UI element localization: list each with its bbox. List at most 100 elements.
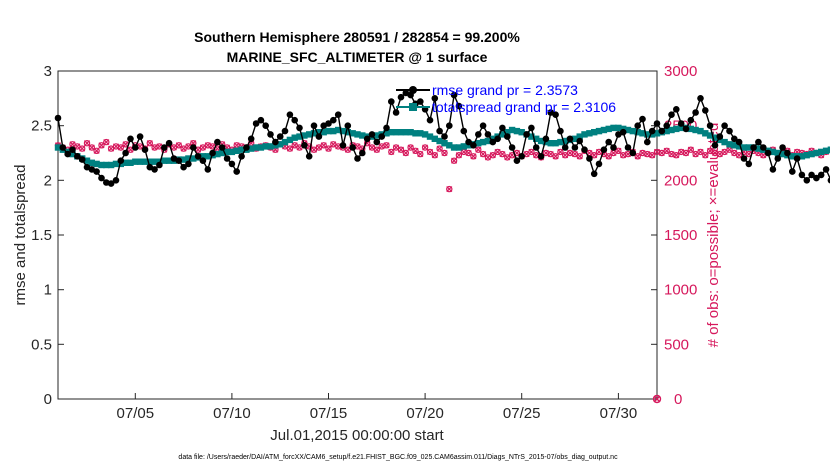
y-left-tick-label: 1.5 xyxy=(31,227,52,244)
obs-point xyxy=(591,151,598,159)
rmse-point xyxy=(668,111,675,118)
rmse-point xyxy=(233,168,240,175)
totalspread-point xyxy=(629,127,636,135)
legend-spread-marker xyxy=(409,103,417,111)
rmse-point xyxy=(132,144,139,151)
rmse-point xyxy=(586,155,593,162)
totalspread-point xyxy=(798,153,806,160)
totalspread-point xyxy=(190,155,197,162)
rmse-point xyxy=(726,127,733,135)
totalspread-point xyxy=(644,131,651,138)
rmse-point xyxy=(301,142,308,149)
totalspread-point xyxy=(310,130,318,137)
rmse-point xyxy=(180,163,187,171)
totalspread-point xyxy=(586,130,593,137)
obs-point xyxy=(436,145,443,152)
rmse-point xyxy=(354,155,361,162)
totalspread-point xyxy=(127,159,134,166)
rmse-point xyxy=(436,127,443,135)
rmse-point xyxy=(59,144,67,151)
totalspread-point xyxy=(267,143,274,150)
totalspread-point xyxy=(306,131,313,138)
obs-point xyxy=(634,153,641,160)
totalspread-point xyxy=(141,158,149,165)
obs-point xyxy=(103,138,110,146)
rmse-point xyxy=(310,122,318,129)
obs-point xyxy=(576,153,583,160)
obs-point xyxy=(475,146,482,153)
totalspread-point xyxy=(634,129,641,136)
y-left-tick-label: 3 xyxy=(44,63,52,80)
rmse-point xyxy=(54,114,62,122)
rmse-point xyxy=(648,127,656,135)
rmse-point xyxy=(257,116,265,124)
rmse-point xyxy=(735,138,743,146)
chart-title-line2: MARINE_SFC_ALTIMETER @ 1 surface xyxy=(227,49,488,65)
rmse-point xyxy=(639,115,646,123)
obs-point xyxy=(421,144,429,151)
rmse-point xyxy=(581,146,588,153)
totalspread-point xyxy=(731,142,738,149)
rmse-point xyxy=(706,122,714,129)
obs-point xyxy=(388,148,395,156)
rmse-point xyxy=(339,142,347,149)
rmse-point xyxy=(112,177,120,184)
rmse-point xyxy=(431,95,439,102)
totalspread-point xyxy=(446,142,453,149)
rmse-point xyxy=(334,111,342,118)
obs-point xyxy=(615,147,622,155)
rmse-point xyxy=(151,166,158,173)
rmse-point xyxy=(349,144,357,151)
totalspread-point xyxy=(678,124,685,132)
totalspread-point xyxy=(513,127,521,135)
totalspread-point xyxy=(537,137,545,145)
rmse-point xyxy=(262,122,270,129)
rmse-point xyxy=(634,122,641,129)
y-left-tick-label: 2 xyxy=(44,172,52,189)
totalspread-point xyxy=(112,160,120,168)
totalspread-point xyxy=(735,143,743,150)
totalspread-point xyxy=(146,158,153,165)
rmse-point xyxy=(499,124,506,132)
rmse-point xyxy=(272,138,279,146)
totalspread-point xyxy=(460,143,467,150)
obs-point xyxy=(649,151,656,159)
rmse-point xyxy=(721,122,728,129)
totalspread-point xyxy=(528,133,535,140)
y-right-tick-label: 2000 xyxy=(664,172,697,189)
totalspread-point xyxy=(600,126,608,134)
obs-point xyxy=(98,142,105,149)
rmse-point xyxy=(397,93,405,101)
totalspread-point xyxy=(605,125,612,133)
totalspread-point xyxy=(692,126,699,134)
rmse-point xyxy=(141,146,149,153)
rmse-point xyxy=(711,142,719,149)
rmse-point xyxy=(484,131,492,138)
legend-rmse-marker xyxy=(409,86,417,94)
rmse-point xyxy=(392,109,400,116)
x-tick-label: 07/15 xyxy=(310,405,348,422)
totalspread-point xyxy=(151,158,158,165)
totalspread-point xyxy=(740,144,748,151)
totalspread-point xyxy=(499,131,506,138)
legend: rmse grand pr = 2.3573 totalspread grand… xyxy=(396,82,616,115)
rmse-point xyxy=(475,131,482,138)
obs-point xyxy=(605,153,612,160)
obs-point xyxy=(397,146,405,153)
totalspread-point xyxy=(402,129,409,136)
totalspread-point xyxy=(687,125,694,133)
obs-point xyxy=(450,157,458,164)
totalspread-point xyxy=(673,125,680,133)
rmse-point xyxy=(388,98,395,105)
obs-point xyxy=(465,149,472,157)
obs-point xyxy=(687,146,694,153)
totalspread-point xyxy=(344,129,351,136)
x-tick-label: 07/05 xyxy=(117,405,155,422)
chart-title-line1: Southern Hemisphere 280591 / 282854 = 99… xyxy=(194,29,520,45)
obs-point xyxy=(175,142,183,149)
totalspread-point xyxy=(663,127,670,135)
y-left-tick-label: 0.5 xyxy=(31,336,52,353)
totalspread-point xyxy=(581,131,588,138)
rmse-point xyxy=(426,116,434,124)
